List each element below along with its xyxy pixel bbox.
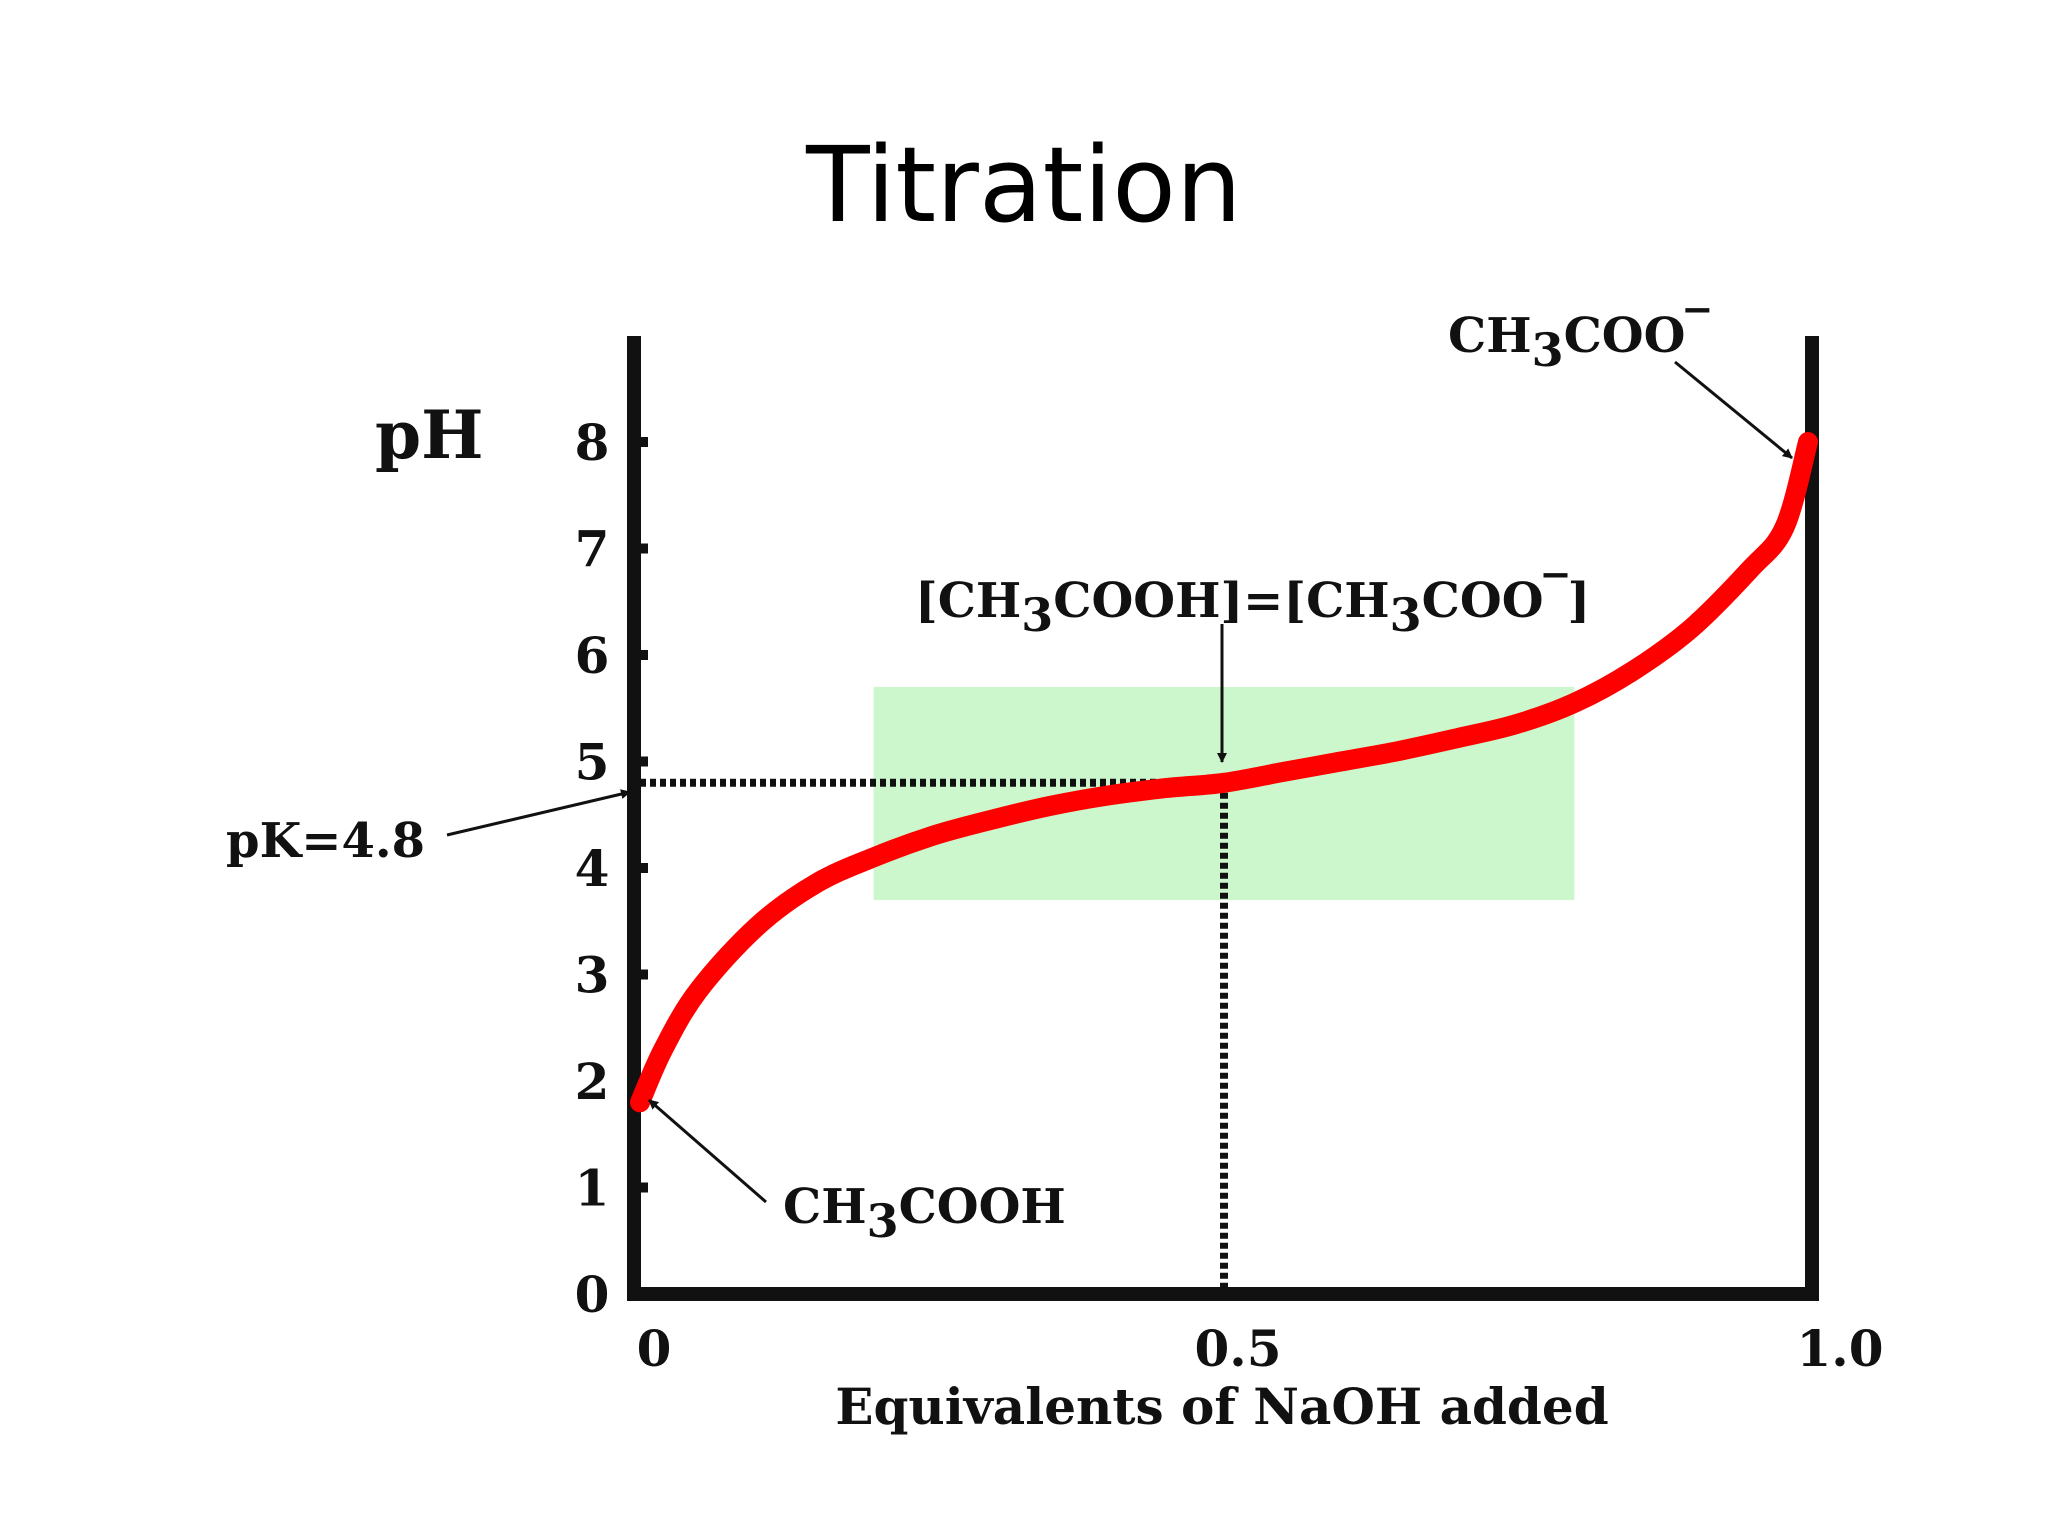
base-label: CH3COO‾ <box>1448 300 1709 377</box>
y-tick-label: 3 <box>575 946 610 1005</box>
x-tick-label: 0.5 <box>1195 1319 1282 1378</box>
y-tick-label: 5 <box>575 733 610 792</box>
midpoint-label: [CH3COOH]=[CH3COO‾] <box>915 565 1590 642</box>
x-axis-ticks: 0 0.5 1.0 <box>637 1319 1884 1378</box>
y-tick-label: 6 <box>575 626 610 685</box>
acid-label: CH3COOH <box>783 1179 1066 1248</box>
x-axis-label: Equivalents of NaOH added <box>835 1377 1608 1436</box>
y-tick-label: 4 <box>575 839 610 898</box>
x-tick-label: 0 <box>637 1319 672 1378</box>
y-axis-label: pH <box>375 396 484 474</box>
y-tick-label: 1 <box>575 1159 610 1218</box>
y-tick-label: 8 <box>575 413 610 472</box>
pk-label: pK=4.8 <box>226 813 425 869</box>
slide-title: Titration <box>806 124 1242 246</box>
pk-arrow <box>446 789 631 837</box>
y-tick-label: 7 <box>575 520 610 579</box>
y-tick-label: 2 <box>575 1052 610 1111</box>
titration-curve <box>630 432 1818 1113</box>
y-axis-ticks: 0 1 2 3 4 5 6 7 8 <box>575 413 648 1324</box>
x-tick-label: 1.0 <box>1797 1319 1884 1378</box>
base-arrow <box>1674 360 1793 460</box>
acid-arrow <box>648 1098 767 1204</box>
y-tick-label: 0 <box>575 1265 610 1324</box>
